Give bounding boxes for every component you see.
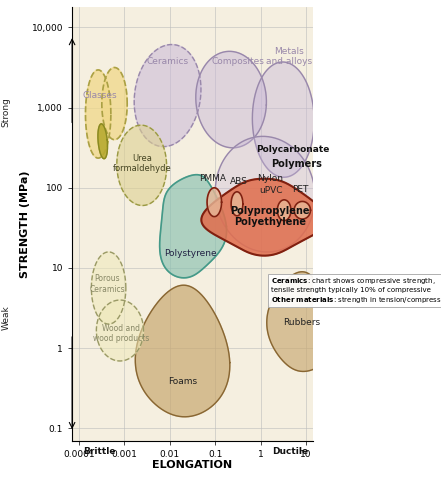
Polygon shape [160,174,227,278]
Text: Nylon: Nylon [258,173,284,183]
Polygon shape [277,200,291,221]
Text: Glasses: Glasses [82,91,117,100]
Text: Polycarbonate: Polycarbonate [257,145,330,154]
Text: Polymers: Polymers [272,159,322,168]
Polygon shape [96,300,143,361]
Text: $\bf{Ceramics}$: chart shows compressive strength,
tensile strength typically 10: $\bf{Ceramics}$: chart shows compressive… [271,276,441,305]
Text: Weak: Weak [1,306,10,331]
Text: Foams: Foams [168,377,197,386]
Text: ABS: ABS [230,177,248,186]
Text: Urea
formaldehyde: Urea formaldehyde [112,154,171,173]
Polygon shape [98,124,108,159]
Polygon shape [294,201,310,219]
Text: Wood and
wood products: Wood and wood products [93,324,149,343]
Polygon shape [196,51,266,148]
Text: Metals
and alloys: Metals and alloys [265,47,312,66]
Text: Ceramics: Ceramics [146,57,189,66]
Polygon shape [134,45,201,147]
Polygon shape [252,62,314,177]
Text: Rubbers: Rubbers [283,318,320,327]
Text: Ductile: Ductile [272,447,308,456]
Text: Porous
Ceramics: Porous Ceramics [90,274,125,294]
Text: Strong: Strong [1,97,10,127]
Polygon shape [91,252,126,324]
Polygon shape [117,125,167,205]
Text: Composites: Composites [212,57,264,66]
Polygon shape [267,272,334,371]
Polygon shape [231,192,243,216]
Polygon shape [215,136,315,252]
X-axis label: ELONGATION: ELONGATION [152,460,232,470]
Y-axis label: STRENGTH (MPa): STRENGTH (MPa) [20,170,30,278]
Polygon shape [102,68,127,140]
Polygon shape [202,179,327,255]
Text: PMMA: PMMA [199,173,226,183]
Polygon shape [207,188,221,217]
Polygon shape [135,285,230,417]
Text: PET: PET [292,185,309,194]
Text: Polypropylene
Polyethylene: Polypropylene Polyethylene [230,206,310,228]
Polygon shape [86,70,111,158]
Text: uPVC: uPVC [259,186,282,195]
Text: Polystyrene: Polystyrene [164,249,217,258]
Text: Brittle: Brittle [83,447,116,456]
